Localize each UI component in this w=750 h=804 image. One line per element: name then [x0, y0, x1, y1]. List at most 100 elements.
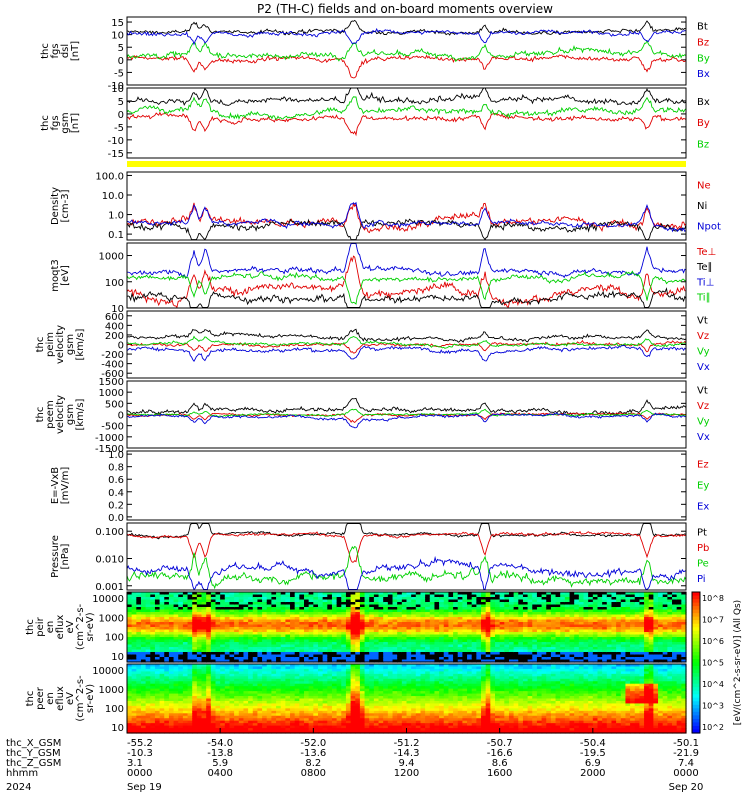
legend-entry: Vx: [697, 432, 710, 443]
ytick-label: 5: [118, 97, 124, 108]
ytick-label: 10000: [92, 594, 124, 605]
ylabel-line: sr-eV): [85, 612, 96, 641]
legend-entry: By: [697, 53, 710, 64]
ytick-label: 1000: [99, 252, 124, 263]
ytick-label: 0: [118, 56, 124, 67]
ytick-label: 0.1: [108, 230, 124, 241]
legend-entry: Pb: [697, 543, 709, 554]
ytick-label: 0.001: [95, 582, 124, 593]
ytick-label: 0.0: [108, 513, 124, 524]
legend-entry: Bt: [697, 22, 708, 33]
ytick-label: 1000: [99, 685, 124, 696]
legend-entry: Ni: [697, 201, 707, 212]
series-line: [127, 345, 686, 361]
plot-title: P2 (TH-C) fields and on-board moments ov…: [257, 2, 553, 16]
ytick-label: 100: [105, 704, 124, 715]
ytick-label: 500: [105, 399, 124, 410]
ytick-label: 100: [105, 633, 124, 644]
ytick-label: -5: [114, 123, 124, 134]
ytick-label: -5: [114, 68, 124, 79]
ytick-label: -1000: [95, 433, 124, 444]
legend-entry: Te⊥: [696, 247, 716, 258]
legend-entry: Pe: [697, 559, 709, 570]
ylabel-line: [nT]: [70, 41, 81, 61]
ytick-label: 10: [111, 652, 124, 663]
legend-entry: Pi: [697, 574, 706, 585]
series-line: [127, 289, 686, 308]
legend-entry: Bx: [697, 97, 710, 108]
ytick-label: 1000: [99, 388, 124, 399]
legend-entry: Vz: [697, 331, 709, 342]
legend-entry: Vy: [697, 417, 710, 428]
legend-entry: Bz: [697, 139, 709, 150]
legend-entry: Vx: [697, 362, 710, 373]
ytick-label: 0.6: [108, 475, 124, 486]
ytick-label: 0.2: [108, 500, 124, 511]
ylabel-line: [nT]: [70, 113, 81, 133]
ytick-label: 0: [118, 411, 124, 422]
ytick-label: 1.0: [108, 450, 124, 461]
legend-entry: Pt: [697, 527, 707, 538]
legend-entry: Ti∥: [696, 292, 711, 303]
ytick-label: 10: [111, 723, 124, 734]
series-line: [127, 547, 686, 589]
legend-entry: Ti⊥: [696, 277, 714, 288]
ytick-label: 0.8: [108, 463, 124, 474]
legend-entry: Vt: [697, 385, 708, 396]
ytick-label: 0: [118, 110, 124, 121]
legend-entry: Bx: [697, 69, 710, 80]
ytick-label: 5: [118, 43, 124, 54]
legend-entry: Bz: [697, 37, 709, 48]
ytick-label: -10: [108, 136, 124, 147]
legend-entry: By: [697, 118, 710, 129]
legend-entry: Ne: [697, 180, 711, 191]
series-line: [127, 532, 686, 563]
ytick-label: 1500: [99, 377, 124, 388]
series-line: [127, 88, 686, 106]
panel-frame: [127, 451, 686, 520]
legend-entry: Vt: [697, 315, 708, 326]
series-line: [127, 113, 686, 135]
series-line: [127, 398, 686, 415]
ylabel-line: [km/s]: [75, 328, 86, 360]
ytick-label: 0.010: [95, 554, 124, 565]
ytick-label: 100: [105, 278, 124, 289]
ytick-label: 0.100: [95, 527, 124, 538]
series-line: [127, 329, 686, 342]
ytick-label: 10: [111, 84, 124, 95]
legend-entry: Npot: [697, 222, 721, 233]
ytick-label: -500: [101, 422, 124, 433]
ytick-label: 100.0: [95, 171, 124, 182]
ytick-label: -15: [108, 149, 124, 160]
legend-entry: Ez: [697, 460, 709, 471]
ylabel-line: [km/s]: [75, 398, 86, 430]
ylabel-line: [eV]: [60, 265, 71, 286]
ytick-label: 10000: [92, 666, 124, 677]
ylabel-line: [nPa]: [60, 543, 71, 569]
legend-entry: Te∥: [696, 262, 713, 273]
ytick-label: 10.0: [102, 191, 124, 202]
legend-entry: Ey: [697, 481, 709, 492]
ytick-label: 1000: [99, 613, 124, 624]
ytick-label: 1.0: [108, 211, 124, 222]
series-line: [127, 55, 686, 78]
series-line: [127, 244, 686, 278]
legend-entry: Vy: [697, 347, 710, 358]
legend-entry: Vz: [697, 401, 709, 412]
ytick-label: 15: [111, 18, 124, 29]
ylabel-line: sr-eV): [85, 684, 96, 713]
ylabel-line: [mV/m]: [60, 467, 71, 505]
ytick-label: 0.4: [108, 488, 124, 499]
